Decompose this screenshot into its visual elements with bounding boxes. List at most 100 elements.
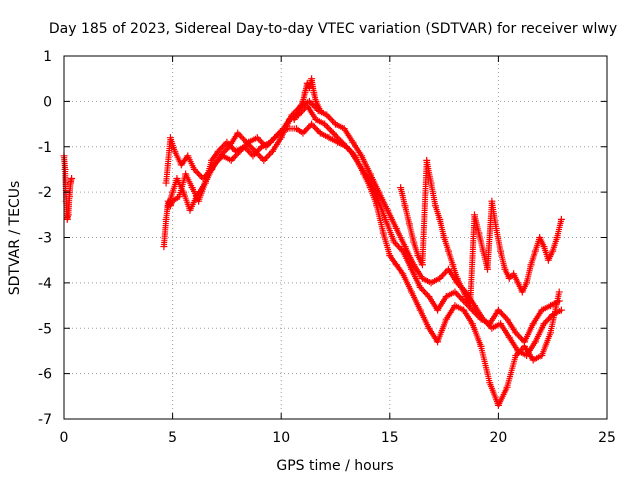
y-tick-label: -3: [38, 231, 52, 247]
data-point: [166, 134, 174, 142]
data-point: [67, 179, 75, 187]
data-point: [538, 306, 546, 314]
data-point: [555, 288, 563, 296]
data-point: [468, 306, 476, 314]
data-point: [531, 338, 539, 346]
data-point: [214, 147, 222, 155]
data-point: [442, 315, 450, 323]
data-point: [192, 193, 200, 201]
data-point: [449, 261, 457, 269]
data-point: [338, 138, 346, 146]
x-tick-label: 25: [598, 430, 616, 446]
data-point: [453, 274, 461, 282]
data-point: [305, 84, 313, 92]
data-point: [460, 297, 468, 305]
data-point: [523, 279, 531, 287]
data-point: [520, 338, 528, 346]
data-point: [381, 215, 389, 223]
data-point: [536, 234, 544, 241]
data-point: [416, 283, 424, 291]
data-point: [436, 215, 444, 223]
data-point: [418, 274, 426, 282]
data-point: [329, 129, 337, 137]
data-point: [501, 265, 509, 273]
data-point: [249, 152, 257, 160]
series-2: [162, 102, 563, 346]
data-point: [505, 333, 513, 341]
data-point: [479, 247, 487, 255]
data-point: [401, 243, 409, 251]
data-point: [219, 152, 227, 160]
data-point: [63, 215, 71, 223]
data-point: [442, 292, 450, 300]
data-point: [305, 97, 313, 105]
data-point: [397, 184, 405, 192]
y-tick-label: 1: [43, 49, 52, 65]
data-point: [68, 175, 76, 183]
data-point: [529, 320, 537, 328]
data-point: [384, 206, 392, 214]
data-point: [553, 234, 561, 241]
chart-title: Day 185 of 2023, Sidereal Day-to-day VTE…: [49, 21, 617, 37]
y-axis-label: SDTVAR / TECUs: [7, 181, 23, 296]
data-point: [179, 188, 187, 196]
data-point: [557, 306, 565, 314]
data-point: [488, 197, 496, 205]
data-point: [308, 75, 316, 83]
data-point: [164, 202, 172, 210]
data-point: [408, 288, 416, 296]
data-point: [547, 302, 555, 310]
data-point: [503, 315, 511, 323]
data-point: [173, 175, 181, 183]
y-tick-label: -5: [38, 321, 52, 337]
data-point: [262, 143, 270, 151]
data-point: [290, 116, 298, 124]
data-point: [340, 125, 348, 133]
data-point: [375, 188, 383, 196]
y-tick-label: -4: [38, 276, 52, 292]
data-point: [451, 302, 459, 310]
data-point: [529, 356, 537, 364]
data-point: [475, 229, 483, 237]
data-point: [410, 261, 418, 269]
data-point: [245, 138, 253, 146]
data-point: [434, 306, 442, 314]
series-4: [397, 156, 565, 310]
data-point: [544, 256, 552, 264]
data-point: [512, 329, 520, 337]
data-point: [549, 311, 557, 319]
data-point: [223, 138, 231, 146]
data-point: [460, 306, 468, 314]
data-point: [366, 170, 374, 178]
grid-lines: [64, 56, 607, 419]
data-point: [227, 156, 235, 164]
data-point: [188, 184, 196, 192]
series-5: [290, 75, 324, 124]
data-point: [316, 129, 324, 137]
y-tick-label: -2: [38, 185, 52, 201]
data-point: [292, 125, 300, 133]
data-point: [503, 383, 511, 391]
data-point: [358, 152, 366, 160]
data-point: [177, 161, 185, 169]
data-point: [169, 188, 177, 196]
data-point: [195, 197, 203, 205]
data-point: [484, 265, 492, 273]
data-point: [234, 129, 242, 137]
data-point: [162, 179, 170, 187]
data-point: [434, 338, 442, 346]
x-axis-label: GPS time / hours: [276, 458, 393, 474]
data-point: [523, 351, 531, 359]
data-point: [171, 147, 179, 155]
data-point: [547, 329, 555, 337]
data-point: [186, 206, 194, 214]
x-tick-label: 10: [272, 430, 290, 446]
data-point: [269, 147, 277, 155]
data-point: [162, 215, 170, 223]
data-point: [373, 193, 381, 201]
data-point: [479, 315, 487, 323]
data-point: [61, 165, 69, 173]
x-tick-label: 5: [168, 430, 177, 446]
data-point: [321, 120, 329, 128]
